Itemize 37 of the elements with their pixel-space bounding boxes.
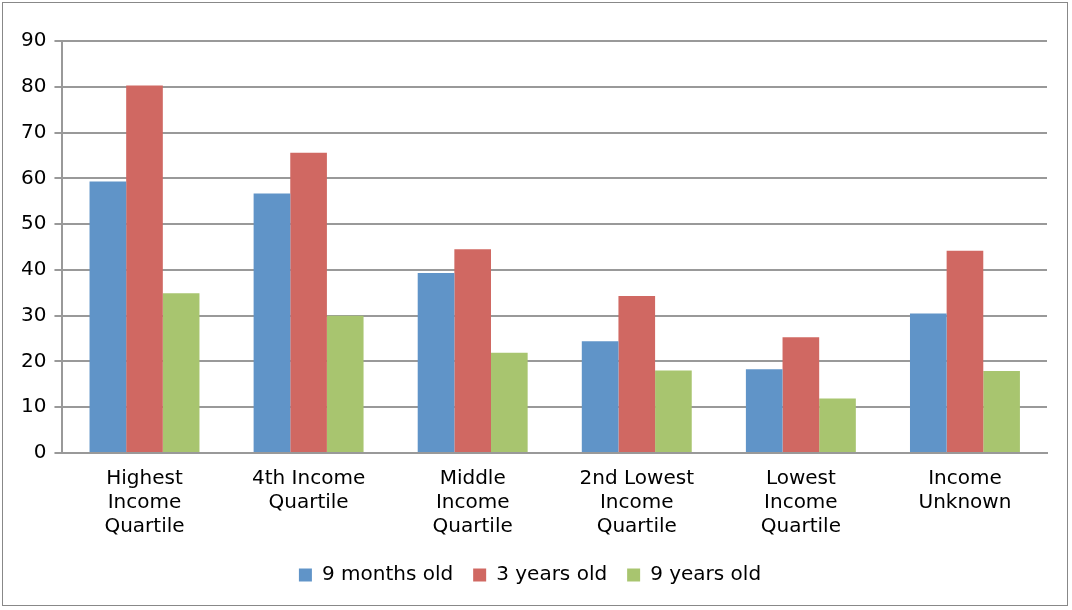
bar	[946, 250, 984, 452]
bar	[326, 315, 364, 452]
bar	[655, 370, 692, 452]
x-tick-label: Income Unknown	[918, 465, 1012, 514]
bar	[126, 85, 163, 452]
bar	[491, 352, 528, 452]
x-tick-label: 2nd Lowest Income Quartile	[579, 465, 695, 538]
bar	[417, 273, 455, 452]
x-tick-label: Highest Income Quartile	[104, 465, 185, 538]
y-tick-label: 20	[21, 347, 47, 372]
bar	[909, 313, 947, 452]
y-tick-label: 40	[21, 256, 47, 281]
legend-label: 9 years old	[650, 561, 762, 586]
bar	[253, 193, 291, 452]
legend-label: 9 months old	[321, 561, 454, 586]
bar	[745, 369, 783, 452]
y-tick-label: 90	[21, 27, 47, 52]
x-tick-label: Lowest Income Quartile	[760, 465, 841, 538]
x-tick-label: 4th Income Quartile	[251, 465, 366, 514]
bar	[454, 249, 491, 452]
y-tick-label: 60	[21, 164, 47, 189]
bar	[89, 181, 127, 452]
bar	[581, 341, 619, 452]
bar	[983, 371, 1020, 452]
y-tick-label: 80	[21, 72, 47, 97]
legend-label: 3 years old	[496, 561, 608, 586]
bar	[162, 293, 200, 452]
y-tick-label: 30	[21, 301, 47, 326]
x-tick-label: Middle Income Quartile	[432, 465, 513, 538]
bar	[819, 398, 856, 452]
bar	[618, 295, 656, 452]
y-tick-label: 70	[21, 118, 47, 143]
y-tick-label: 50	[21, 210, 47, 235]
y-tick-label: 0	[33, 439, 47, 464]
bar	[290, 152, 327, 452]
bar	[782, 337, 820, 452]
y-tick-label: 10	[21, 393, 47, 418]
